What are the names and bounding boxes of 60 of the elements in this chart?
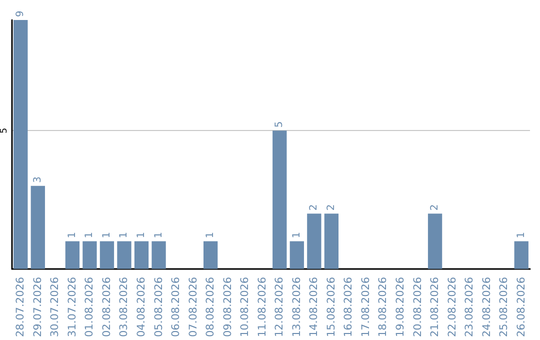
bar xyxy=(272,130,287,269)
data-label: 1 xyxy=(66,232,78,238)
bar xyxy=(514,241,528,269)
data-label: 5 xyxy=(274,121,286,128)
data-label: 1 xyxy=(153,232,164,238)
data-label: 1 xyxy=(118,232,130,238)
x-tick-label: 13.08.2026 xyxy=(290,276,303,338)
x-tick-label: 29.07.2026 xyxy=(32,276,44,338)
x-tick-label: 06.08.2026 xyxy=(170,276,182,338)
bar xyxy=(203,241,218,269)
x-tick-label: 01.08.2026 xyxy=(84,276,96,338)
data-label: 9 xyxy=(15,10,26,17)
data-label: 1 xyxy=(205,232,216,238)
bar xyxy=(82,241,97,269)
x-tick-label: 19.08.2026 xyxy=(394,276,406,338)
data-label: 2 xyxy=(326,204,337,211)
x-tick-label: 14.08.2026 xyxy=(308,276,320,338)
x-tick-label: 10.08.2026 xyxy=(239,276,252,338)
data-label: 1 xyxy=(136,232,147,238)
x-tick-label: 31.07.2026 xyxy=(66,276,78,338)
bar xyxy=(134,241,149,269)
x-tick-label: 17.08.2026 xyxy=(360,276,372,338)
x-tick-label: 02.08.2026 xyxy=(100,276,113,338)
bar xyxy=(324,214,339,269)
data-label: 1 xyxy=(291,232,302,238)
bar xyxy=(290,241,304,269)
data-label: 1 xyxy=(516,232,527,238)
bar xyxy=(117,241,132,269)
bar xyxy=(100,241,114,269)
x-tick-label: 07.08.2026 xyxy=(187,276,200,338)
bar xyxy=(65,241,80,269)
x-tick-label: 08.08.2026 xyxy=(204,276,217,338)
x-tick-label: 23.08.2026 xyxy=(464,276,476,338)
data-label: 2 xyxy=(308,204,320,211)
bar xyxy=(30,186,45,269)
x-tick-label: 11.08.2026 xyxy=(256,276,268,338)
x-tick-label: 26.08.2026 xyxy=(515,276,528,338)
x-tick-label: 16.08.2026 xyxy=(342,276,355,338)
data-label: 3 xyxy=(32,176,44,183)
x-tick-label: 30.07.2026 xyxy=(49,276,62,338)
x-tick-label: 20.08.2026 xyxy=(412,276,424,338)
x-tick-label: 21.08.2026 xyxy=(429,276,442,338)
bar xyxy=(152,241,166,269)
x-tick-label: 12.08.2026 xyxy=(274,276,286,338)
data-label: 1 xyxy=(84,232,96,238)
bar xyxy=(428,214,442,269)
x-tick-label: 04.08.2026 xyxy=(136,276,148,338)
x-tick-label: 15.08.2026 xyxy=(325,276,338,338)
x-tick-label: 22.08.2026 xyxy=(446,276,458,338)
x-tick-label: 25.08.2026 xyxy=(498,276,510,338)
x-tick-label: 03.08.2026 xyxy=(118,276,130,338)
x-tick-label: 18.08.2026 xyxy=(377,276,390,338)
bar xyxy=(14,20,28,269)
data-label: 2 xyxy=(430,204,441,211)
x-tick-label: 24.08.2026 xyxy=(480,276,493,338)
bar xyxy=(307,214,322,269)
x-tick-label: 05.08.2026 xyxy=(152,276,165,338)
data-label: 1 xyxy=(101,232,112,238)
x-tick-label: 28.07.2026 xyxy=(14,276,27,338)
x-tick-label: 09.08.2026 xyxy=(222,276,234,338)
